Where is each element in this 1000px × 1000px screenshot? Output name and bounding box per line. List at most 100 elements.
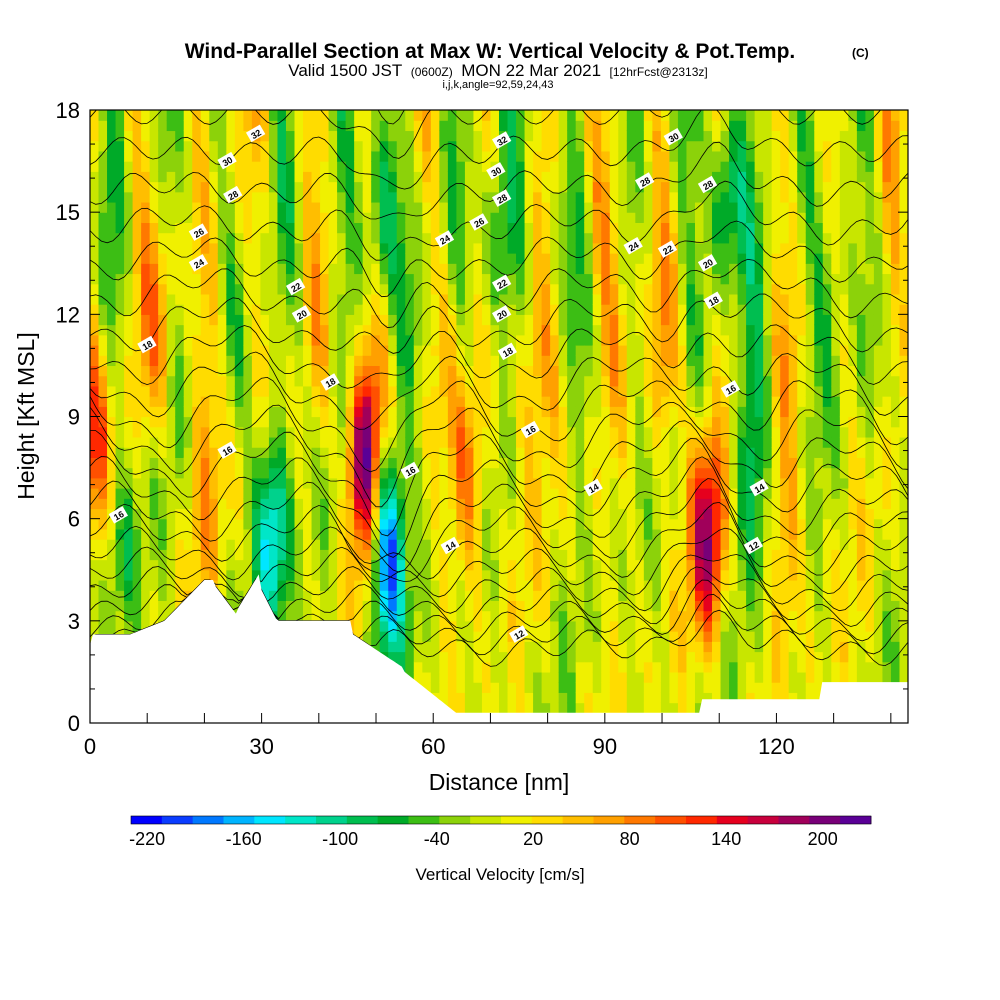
field-cell — [660, 110, 671, 121]
field-cell — [592, 569, 602, 581]
field-cell — [464, 702, 475, 714]
field-cell — [481, 620, 492, 632]
field-cell — [694, 447, 705, 458]
field-cell — [166, 181, 176, 193]
field-cell — [260, 559, 270, 571]
field-cell — [337, 488, 347, 499]
field-cell — [234, 232, 244, 244]
field-cell — [320, 610, 330, 622]
field-cell — [405, 600, 415, 612]
field-cell — [763, 457, 773, 469]
field-cell — [729, 610, 739, 622]
field-cell — [379, 334, 389, 346]
field-cell — [643, 436, 653, 448]
field-cell — [669, 324, 679, 336]
field-cell — [669, 263, 679, 275]
field-cell — [107, 600, 117, 612]
field-cell — [780, 416, 790, 428]
field-cell — [720, 283, 730, 295]
field-cell — [464, 334, 475, 346]
field-cell — [780, 355, 790, 367]
field-cell — [447, 692, 457, 704]
field-cell — [115, 161, 125, 172]
field-cell — [311, 232, 321, 244]
field-cell — [379, 488, 389, 499]
field-cell — [439, 651, 449, 663]
field-cell — [754, 396, 764, 407]
field-cell — [447, 150, 457, 162]
field-cell — [422, 201, 432, 213]
field-cell — [209, 355, 219, 367]
field-cell — [746, 661, 756, 673]
field-cell — [754, 579, 764, 591]
field-cell — [558, 539, 568, 550]
field-cell — [609, 477, 619, 489]
field-cell — [337, 130, 347, 142]
field-cell — [694, 396, 705, 407]
field-cell — [609, 518, 619, 530]
field-cell — [473, 324, 483, 336]
field-cell — [694, 150, 705, 162]
field-cell — [447, 549, 457, 561]
field-cell — [635, 242, 645, 254]
field-cell — [788, 171, 798, 183]
field-cell — [635, 150, 645, 162]
field-cell — [268, 590, 279, 601]
field-cell — [490, 508, 500, 520]
field-cell — [507, 692, 517, 704]
field-cell — [635, 600, 645, 612]
field-cell — [183, 161, 193, 172]
field-cell — [626, 406, 636, 418]
field-cell — [175, 549, 185, 561]
field-cell — [533, 365, 543, 377]
field-cell — [780, 273, 790, 285]
field-cell — [149, 201, 159, 213]
field-cell — [413, 426, 423, 438]
field-cell — [567, 702, 577, 714]
field-cell — [115, 120, 125, 132]
field-cell — [507, 212, 517, 223]
field-cell — [558, 559, 568, 571]
field-cell — [575, 181, 585, 193]
field-cell — [584, 232, 594, 244]
field-cell — [618, 406, 628, 418]
field-cell — [226, 242, 236, 254]
field-cell — [618, 559, 628, 571]
field-cell — [618, 293, 628, 305]
field-cell — [345, 161, 355, 172]
field-cell — [345, 498, 355, 510]
field-cell — [243, 477, 253, 489]
field-cell — [413, 150, 423, 162]
field-cell — [447, 702, 457, 714]
field-cell — [763, 518, 773, 530]
field-cell — [592, 385, 602, 397]
field-cell — [626, 110, 636, 121]
field-cell — [584, 651, 594, 663]
field-cell — [303, 518, 313, 530]
field-cell — [141, 436, 151, 448]
field-cell — [464, 692, 475, 704]
field-cell — [763, 283, 773, 295]
field-cell — [567, 385, 577, 397]
field-cell — [652, 212, 662, 223]
field-cell — [652, 590, 662, 601]
field-cell — [379, 201, 389, 213]
field-cell — [507, 488, 517, 499]
field-cell — [575, 631, 585, 642]
field-cell — [703, 559, 713, 571]
field-cell — [388, 477, 398, 489]
field-cell — [388, 579, 398, 591]
field-cell — [226, 385, 236, 397]
field-cell — [268, 365, 279, 377]
field-cell — [652, 191, 662, 203]
field-cell — [763, 181, 773, 193]
field-cell — [115, 539, 125, 550]
field-cell — [643, 671, 653, 683]
field-cell — [294, 293, 304, 305]
field-cell — [780, 467, 790, 479]
field-cell — [90, 191, 100, 203]
field-cell — [371, 549, 381, 561]
field-cell — [422, 273, 432, 285]
field-cell — [712, 201, 722, 213]
field-cell — [550, 365, 560, 377]
